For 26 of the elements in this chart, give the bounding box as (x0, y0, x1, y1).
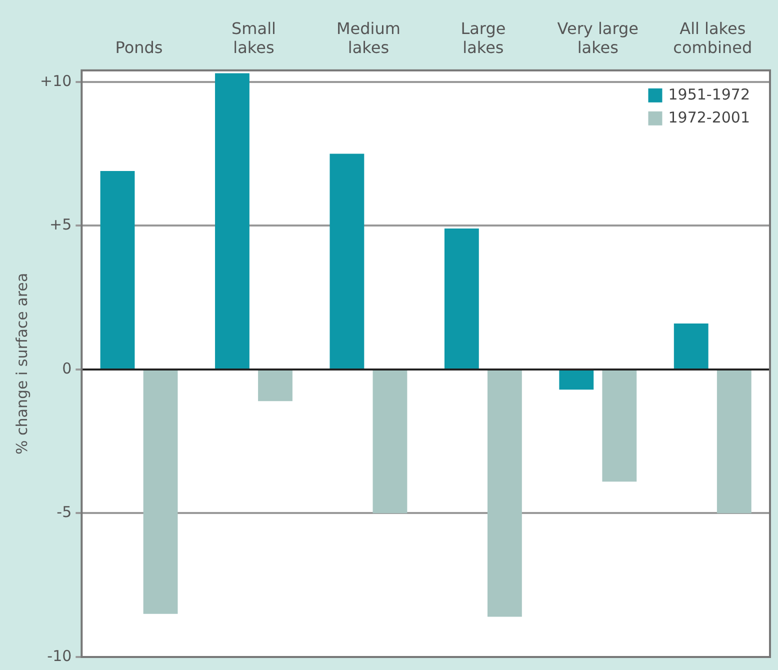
y-tick-label: -5 (56, 503, 72, 522)
bar (100, 171, 135, 368)
legend-label: 1951-1972 (668, 85, 750, 104)
bar (602, 370, 637, 482)
bar (258, 370, 292, 402)
y-tick-label: -10 (47, 646, 72, 665)
bar (143, 370, 178, 614)
bar (716, 370, 752, 514)
y-tick-label: +10 (40, 72, 72, 90)
x-tick-label: Ponds (115, 38, 163, 57)
bar (559, 370, 594, 390)
bar (444, 228, 479, 368)
legend-label: 1972-2001 (668, 108, 750, 126)
x-tick-label: Medium lakes (336, 18, 400, 57)
y-tick-label: 0 (62, 359, 72, 378)
bar (674, 323, 708, 368)
x-tick-label: Very large lakes (557, 18, 639, 57)
x-tick-label: Small lakes (232, 18, 276, 57)
bar (330, 154, 364, 368)
bar (215, 73, 250, 368)
bar (372, 370, 408, 514)
y-axis-title: % change i surface area (12, 272, 31, 454)
x-tick-label: Large lakes (460, 18, 506, 57)
y-tick-label: +5 (50, 216, 72, 234)
bar (487, 370, 522, 617)
x-tick-label: All lakes combined (673, 18, 752, 57)
